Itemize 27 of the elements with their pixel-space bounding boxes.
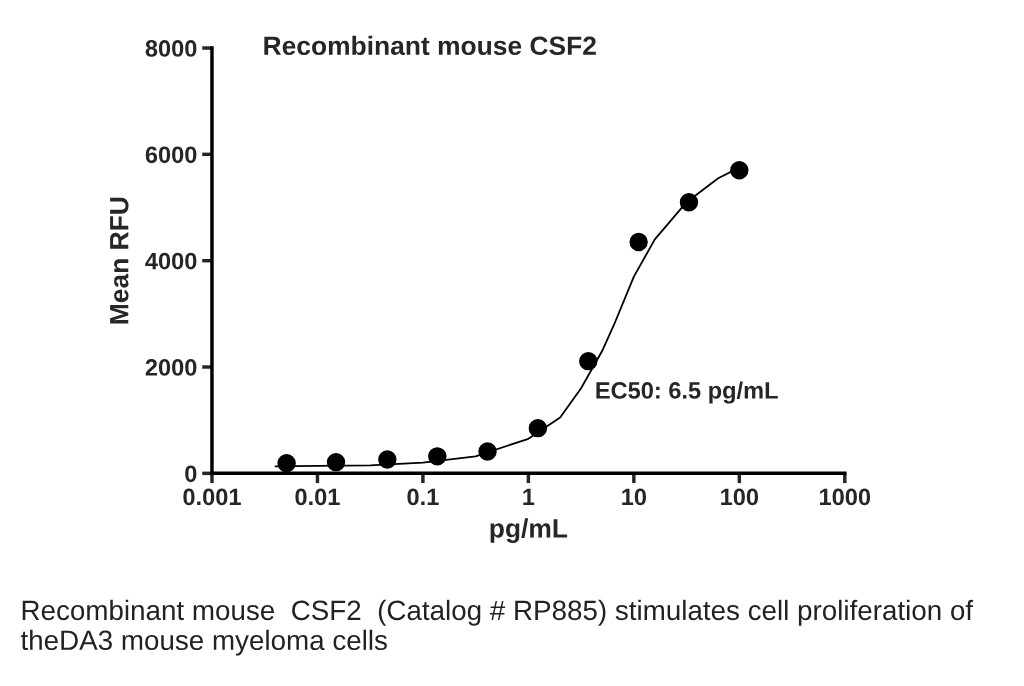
y-tick-label: 4000 — [145, 252, 197, 270]
y-tick-label: 2000 — [145, 359, 197, 376]
x-tick-label: 0.1 — [407, 488, 439, 506]
y-axis-title: Mean RFU — [110, 197, 129, 324]
annotation: EC50: 6.5 pg/mL — [596, 381, 778, 404]
point — [277, 454, 296, 473]
x-tick-label: 10 — [622, 488, 647, 506]
x-tick-label: 0.001 — [183, 488, 241, 506]
x-axis-title: pg/mL — [490, 518, 568, 543]
y-tick-label: 0 — [185, 465, 197, 483]
point — [326, 452, 346, 472]
x-tick-label: 100 — [721, 488, 759, 506]
text: Recombinant mouse CSF2 (Catalog # RP885) stimulates cell proliferation of theDA3 mouse myeloma cells — [20, 599, 974, 656]
point — [629, 232, 648, 252]
y-tick-label: 8000 — [145, 40, 197, 57]
x-tick-label: 1000 — [820, 488, 871, 506]
point — [679, 192, 699, 212]
x-tick-label: 0.01 — [295, 488, 340, 506]
point — [378, 450, 397, 469]
chart-title: Recombinant mouse CSF2 — [264, 35, 596, 56]
point — [579, 351, 598, 371]
y-tick-label: 6000 — [145, 146, 197, 164]
point — [730, 161, 749, 180]
point — [528, 418, 548, 438]
point — [478, 442, 497, 461]
point — [428, 447, 447, 466]
x-tick-label: 1 — [523, 488, 535, 506]
